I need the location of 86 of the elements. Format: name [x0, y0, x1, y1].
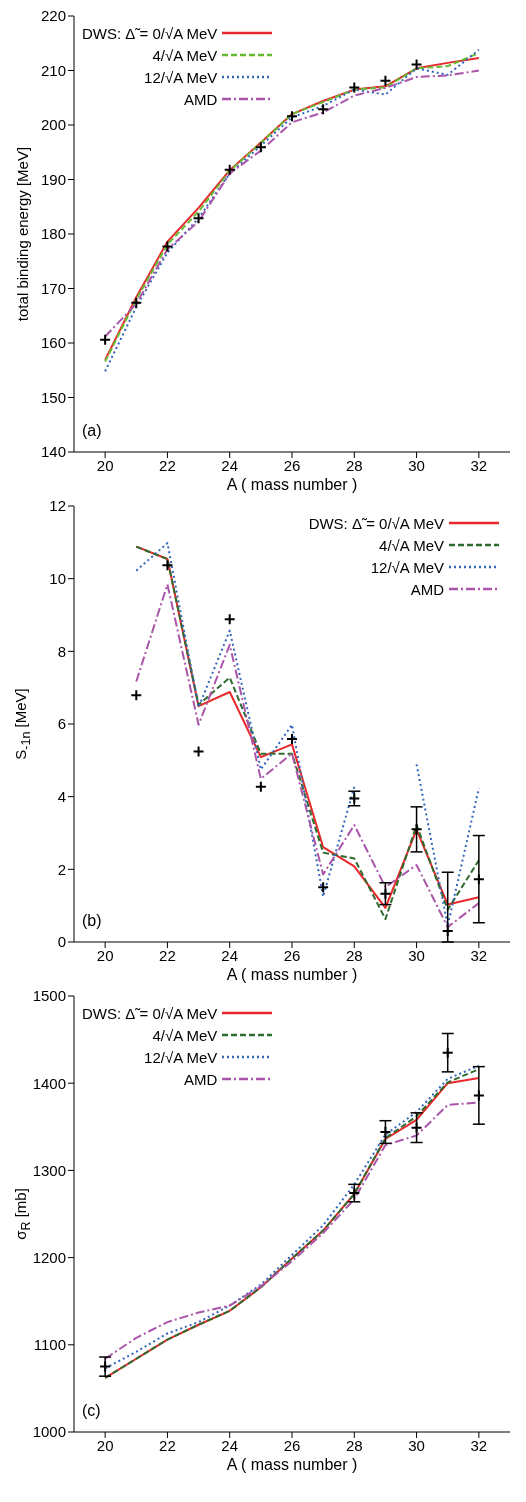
legend-label: AMD [184, 90, 218, 108]
x-tick-label: 24 [221, 1436, 239, 1454]
x-tick-label: 30 [408, 456, 425, 474]
x-tick-label: 28 [345, 946, 363, 964]
x-tick-label: 20 [96, 1436, 114, 1454]
y-tick-label: 170 [40, 279, 66, 297]
legend-label: AMD [410, 580, 444, 598]
point [99, 1360, 112, 1373]
y-tick-label: 8 [57, 642, 66, 660]
y-tick-label: 200 [40, 116, 66, 134]
x-tick-label: 20 [96, 456, 114, 474]
x-tick-label: 22 [159, 456, 176, 474]
point [379, 887, 392, 900]
y-tick-label: 150 [40, 388, 66, 406]
y-tick-label: 210 [40, 61, 66, 79]
point [130, 296, 143, 309]
annotation: (b) [82, 912, 102, 930]
legend-label: DWS: Δ̃ = 0/√A MeV [308, 514, 444, 532]
y-tick-label: 0 [57, 933, 66, 951]
point [192, 212, 205, 225]
legend-label: 4/√A MeV [379, 536, 444, 554]
y-tick-label: 220 [40, 7, 66, 25]
point [379, 74, 392, 87]
x-tick-label: 22 [159, 1436, 176, 1454]
x-tick-label: 26 [283, 456, 301, 474]
point [472, 1089, 485, 1102]
y-tick-label: 1200 [32, 1248, 66, 1266]
point [223, 163, 236, 176]
point [254, 780, 267, 793]
x-tick-label: 30 [408, 1436, 425, 1454]
legend-label: 4/√A MeV [152, 46, 218, 64]
point [99, 333, 112, 346]
point [130, 689, 143, 702]
legend-label: 12/√A MeV [144, 68, 218, 86]
x-tick-label: 32 [470, 946, 488, 964]
x-tick-label: 32 [470, 1436, 488, 1454]
annotation: (c) [82, 1402, 101, 1420]
y-tick-label: 1000 [32, 1423, 66, 1441]
legend-label: DWS: Δ̃ = 0/√A MeV [82, 1004, 218, 1022]
y-tick-label: 190 [40, 170, 66, 188]
point [472, 873, 485, 886]
x-tick-label: 30 [408, 946, 425, 964]
y-axis-title: total binding energy [MeV] [13, 146, 31, 322]
point [348, 81, 361, 94]
y-tick-label: 10 [49, 569, 66, 587]
y-tick-label: 160 [40, 334, 66, 352]
point [161, 240, 174, 253]
x-axis-title: A ( mass number ) [225, 476, 359, 494]
y-tick-label: 140 [40, 443, 66, 461]
y-tick-label: 2 [57, 860, 66, 878]
legend-label: 4/√A MeV [152, 1026, 218, 1044]
annotation: (a) [82, 422, 102, 440]
y-tick-label: 1300 [32, 1161, 66, 1179]
legend-label: 12/√A MeV [144, 1048, 218, 1066]
y-tick-label: 12 [49, 497, 66, 515]
point [254, 141, 267, 154]
x-axis-title: A ( mass number ) [225, 1456, 359, 1474]
x-tick-label: 26 [283, 946, 301, 964]
point [441, 1046, 454, 1059]
point [286, 110, 298, 123]
y-tick-label: 6 [57, 715, 66, 733]
x-axis-title: A ( mass number ) [225, 966, 359, 984]
x-tick-label: 32 [470, 456, 488, 474]
x-tick-label: 28 [345, 456, 363, 474]
legend-label: AMD [184, 1070, 218, 1088]
y-tick-label: 1500 [32, 987, 66, 1005]
x-tick-label: 20 [96, 946, 114, 964]
point [192, 745, 205, 758]
point [223, 613, 236, 626]
legend-label: 12/√A MeV [370, 558, 444, 576]
x-tick-label: 24 [221, 946, 239, 964]
x-tick-label: 28 [345, 1436, 363, 1454]
point [161, 559, 174, 572]
y-tick-label: 4 [57, 787, 66, 805]
x-tick-label: 24 [221, 456, 239, 474]
point [410, 1121, 423, 1134]
y-tick-label: 1100 [33, 1336, 66, 1354]
point [317, 103, 330, 116]
legend-label: DWS: Δ̃ = 0/√A MeV [82, 24, 218, 42]
x-tick-label: 26 [283, 1436, 301, 1454]
point [410, 58, 423, 71]
y-tick-label: 180 [40, 225, 66, 243]
point [317, 881, 330, 894]
y-tick-label: 1400 [32, 1074, 66, 1092]
x-tick-label: 22 [159, 946, 176, 964]
point [410, 823, 423, 836]
